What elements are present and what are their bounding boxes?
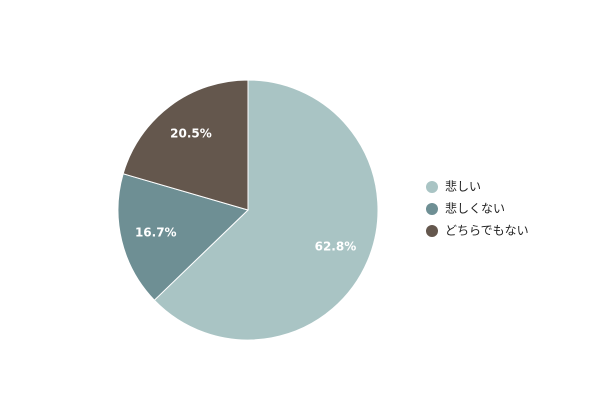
pie-slice xyxy=(122,79,249,211)
pie-slice xyxy=(117,173,249,301)
legend-marker xyxy=(426,203,438,215)
legend-marker xyxy=(426,181,438,193)
legend-label: 悲しい xyxy=(445,179,481,194)
pie-slice xyxy=(153,79,379,341)
legend-marker xyxy=(426,225,438,237)
data-label: 20.5% xyxy=(170,127,212,141)
legend-label: どちらでもない xyxy=(445,224,529,238)
data-label: 62.8% xyxy=(315,240,357,254)
data-label: 16.7% xyxy=(135,225,177,239)
legend-label: 悲しくない xyxy=(445,201,505,216)
